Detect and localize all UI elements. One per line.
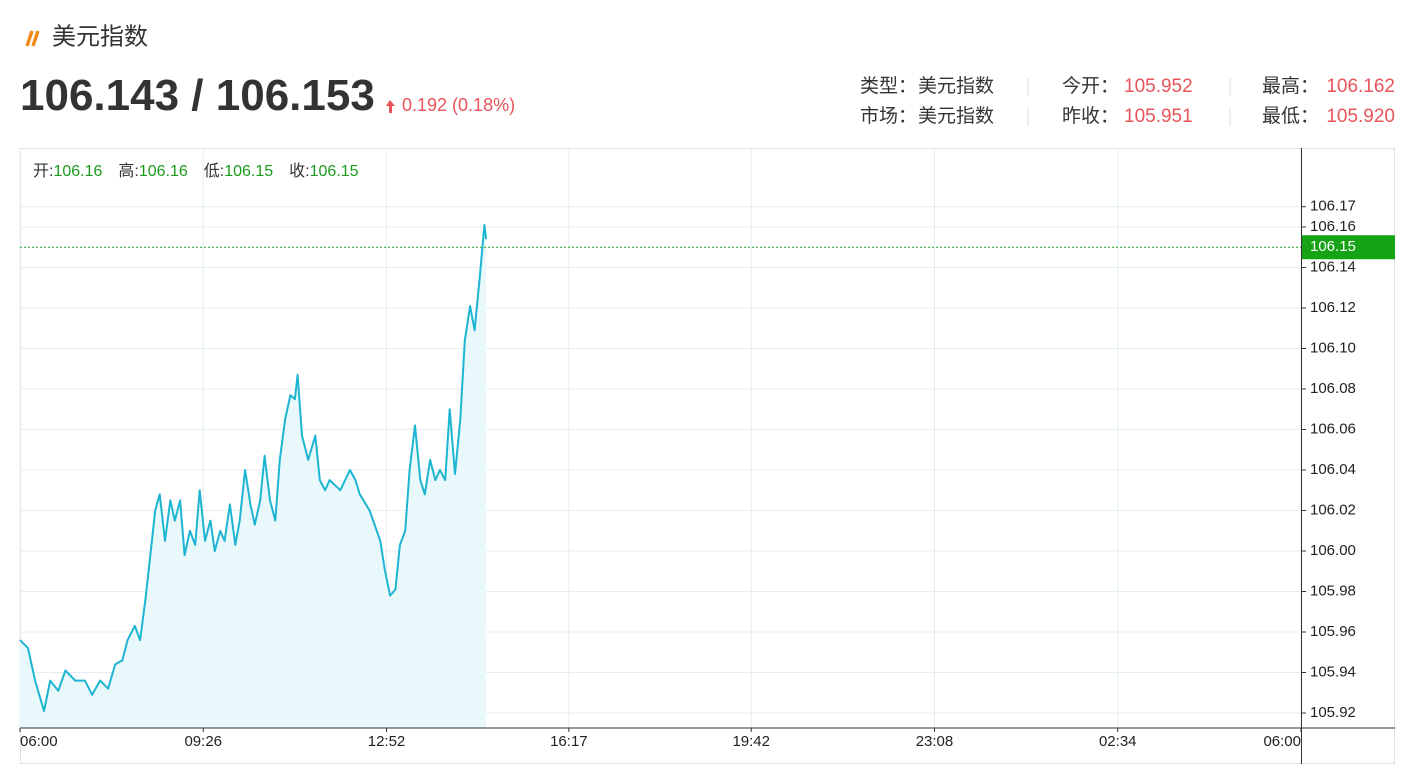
y-tick-label: 106.00 xyxy=(1310,542,1356,559)
ohlc-value: 106.15 xyxy=(310,163,359,180)
area xyxy=(20,225,487,728)
ohlc-label: 收: xyxy=(289,162,309,180)
info-value: 美元指数 xyxy=(918,75,994,97)
chart: 105.92 105.94 105.96 105.98 106.00 106.02 106.… xyxy=(19,148,1395,764)
y-tick-label: 106.02 xyxy=(1310,501,1356,518)
info-value: 105.920 xyxy=(1326,106,1395,127)
change-paren: ) xyxy=(509,95,515,115)
change-value: 0.192 xyxy=(402,95,447,115)
logo-icon xyxy=(25,30,40,47)
y-tick-label: 106.04 xyxy=(1310,461,1356,478)
last-price-tag xyxy=(1302,235,1395,260)
info-label: 类型： xyxy=(860,75,917,97)
up-arrow xyxy=(386,100,395,113)
y-tick-label: 105.96 xyxy=(1310,623,1356,640)
ohlc-value: 106.16 xyxy=(139,163,188,180)
y-tick-label: 106.10 xyxy=(1310,339,1356,356)
info-value: 106.162 xyxy=(1326,76,1395,97)
y-tick-label: 106.16 xyxy=(1310,218,1356,235)
info-value: 105.952 xyxy=(1124,76,1193,97)
price-separator: / xyxy=(179,71,216,120)
ohlc-value: 106.16 xyxy=(53,163,102,180)
page-title: 美元指数 xyxy=(52,23,148,50)
y-tick-label: 105.94 xyxy=(1310,663,1356,680)
last-price-label: 106.15 xyxy=(1310,238,1356,255)
x-tick-label: 09:26 xyxy=(184,733,222,750)
info-label: 今开： xyxy=(1062,75,1119,97)
x-tick-label: 02:34 xyxy=(1099,733,1137,750)
change-paren: ( xyxy=(447,95,458,115)
y-tick-label: 105.98 xyxy=(1310,582,1356,599)
info-label: 市场： xyxy=(860,105,917,127)
x-tick-label: 23:08 xyxy=(916,733,954,750)
y-tick-label: 106.06 xyxy=(1310,420,1356,437)
x-tick-label: 12:52 xyxy=(368,733,406,750)
y-tick-label: 106.08 xyxy=(1310,380,1356,397)
info-value: 105.951 xyxy=(1124,106,1193,127)
x-tick-label: 06:00 xyxy=(1263,733,1301,750)
ohlc-row: 开:106.16 高:106.16 低:106.15 收:106.15 xyxy=(33,162,359,180)
info-label: 最高： xyxy=(1262,75,1319,97)
ask-price: 106.153 xyxy=(216,71,375,120)
y-tick-label: 106.12 xyxy=(1310,299,1356,316)
ohlc-label: 低: xyxy=(204,162,224,180)
price: 106.143 / 106.153 xyxy=(20,71,375,120)
y-tick-label: 105.92 xyxy=(1310,704,1356,721)
change: 0.192 (0.18%) xyxy=(402,95,515,115)
info-label: 最低： xyxy=(1262,105,1319,127)
x-tick-label: 06:00 xyxy=(20,733,58,750)
ohlc-label: 开: xyxy=(33,163,53,180)
ohlc-value: 106.15 xyxy=(224,163,273,180)
ohlc-label: 高: xyxy=(118,162,138,180)
info-label: 昨收： xyxy=(1062,105,1119,127)
change-pct: 0.18% xyxy=(458,95,509,115)
x-tick-label: 19:42 xyxy=(732,733,770,750)
price-line xyxy=(19,224,488,712)
y-tick-label: 106.17 xyxy=(1310,198,1356,215)
x-tick-label: 16:17 xyxy=(550,733,588,750)
bid-price: 106.143 xyxy=(20,71,179,120)
info-value: 美元指数 xyxy=(918,105,994,127)
y-tick-label: 106.14 xyxy=(1310,258,1356,275)
